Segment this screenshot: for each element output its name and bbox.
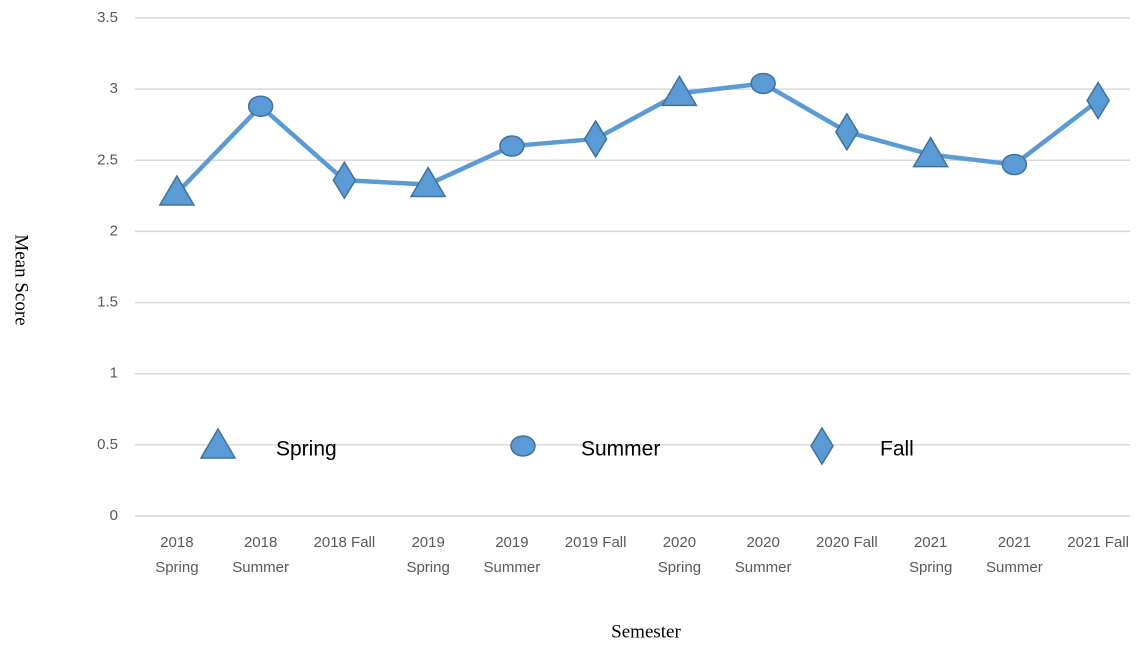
x-tick-label: 2018 Summer	[232, 534, 289, 576]
legend-label: Summer	[581, 438, 660, 461]
data-point	[912, 136, 949, 168]
legend-label: Fall	[880, 438, 914, 461]
y-tick-label: 0.5	[97, 436, 118, 453]
y-tick-label: 3	[110, 80, 118, 97]
y-tick-label: 3.5	[97, 9, 118, 26]
y-tick-label: 1.5	[97, 294, 118, 311]
y-tick-label: 1	[110, 365, 118, 382]
y-tick-label: 2.5	[97, 151, 118, 168]
legend-marker	[810, 426, 834, 466]
x-axis-title: Semester	[611, 621, 681, 642]
x-tick-label: 2021 Fall	[1067, 534, 1129, 551]
data-point	[661, 74, 698, 107]
x-tick-label: 2020 Spring	[657, 534, 702, 576]
data-point	[1001, 153, 1028, 176]
x-tick-label: 2019 Fall	[564, 534, 627, 551]
y-axis-title: Mean Score	[11, 234, 32, 325]
data-point	[750, 72, 776, 95]
data-point	[158, 174, 196, 206]
data-point	[247, 95, 274, 117]
x-tick-label: 2018 Fall	[313, 534, 376, 551]
y-tick-label: 2	[110, 222, 118, 239]
x-tick-label: 2021 Summer	[986, 534, 1043, 576]
legend-label: Spring	[276, 438, 337, 461]
x-tick-label: 2019 Spring	[406, 534, 450, 576]
x-tick-label: 2020 Summer	[734, 534, 792, 576]
x-tick-label: 2018 Spring	[155, 534, 199, 576]
data-point	[583, 119, 608, 159]
data-point	[332, 160, 357, 200]
data-point	[499, 135, 525, 157]
x-tick-label: 2020 Fall	[816, 534, 878, 551]
legend-marker	[199, 427, 237, 459]
x-tick-label: 2021 Spring	[908, 534, 953, 576]
legend-marker	[510, 435, 536, 457]
data-point	[1086, 81, 1111, 120]
data-line	[175, 81, 1100, 195]
y-tick-label: 0	[110, 507, 118, 524]
x-tick-label: 2019 Summer	[483, 534, 541, 576]
data-point	[409, 165, 447, 198]
data-point	[834, 112, 859, 152]
